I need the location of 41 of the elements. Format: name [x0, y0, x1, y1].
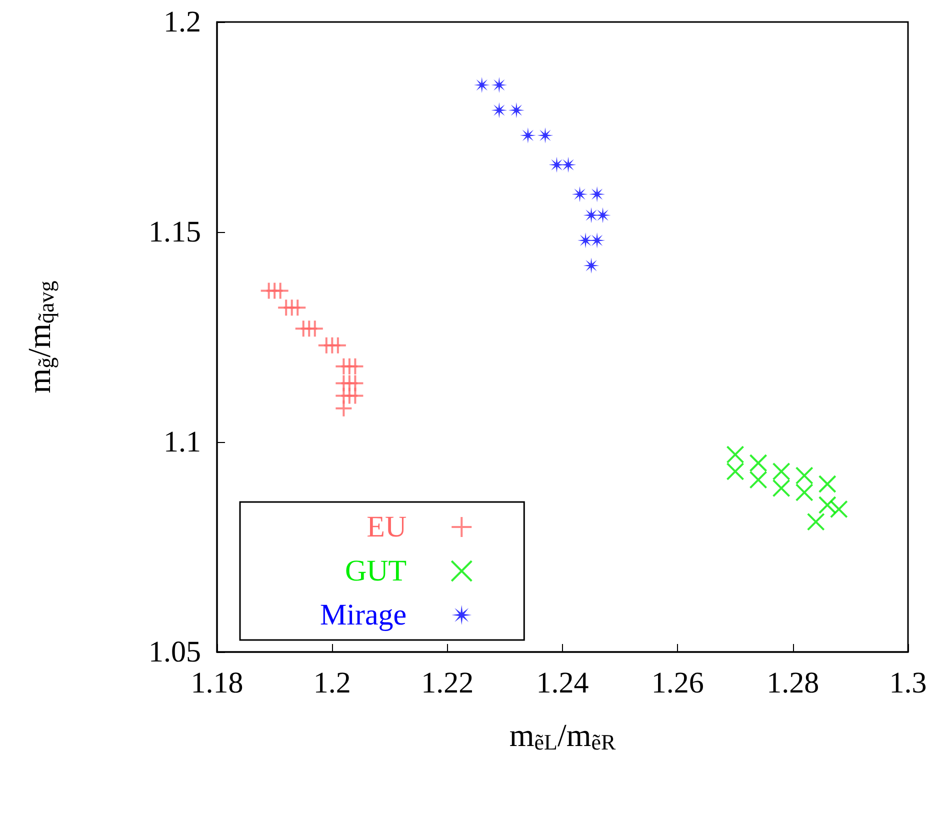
point — [572, 186, 588, 202]
x-tick-label: 1.28 — [766, 666, 820, 700]
point — [288, 298, 307, 317]
point — [583, 258, 600, 274]
point — [806, 512, 825, 531]
point — [589, 232, 606, 248]
point — [346, 357, 364, 376]
x-tick-label: 1.22 — [421, 666, 474, 700]
point — [583, 207, 600, 224]
x-tick-label: 1.24 — [536, 666, 589, 700]
point — [306, 320, 324, 338]
point — [594, 207, 611, 224]
y-tick-label: 1.2 — [164, 6, 201, 38]
point — [271, 282, 290, 300]
y-axis-title: mg̃/mq̃avg — [21, 280, 58, 394]
point — [328, 336, 347, 354]
point — [578, 232, 594, 248]
legend-label: GUT — [344, 554, 407, 588]
y-tick-label: 1.05 — [148, 636, 201, 668]
point — [508, 102, 524, 118]
point — [818, 475, 836, 493]
point — [537, 127, 554, 144]
point — [334, 399, 353, 418]
point — [491, 102, 508, 118]
y-tick-label: 1.15 — [148, 216, 201, 248]
x-tick-label: 1.26 — [651, 666, 704, 700]
legend-label: Mirage — [320, 598, 407, 632]
legend-label: EU — [366, 510, 407, 544]
point — [589, 186, 606, 202]
point — [474, 77, 490, 93]
point — [346, 386, 364, 405]
point — [818, 496, 836, 514]
x-tick-label: 1.18 — [190, 666, 244, 700]
x-tick-label: 1.2 — [313, 666, 351, 700]
point — [491, 77, 508, 93]
y-tick-label: 1.1 — [164, 426, 201, 458]
point — [830, 500, 848, 518]
point — [548, 156, 565, 173]
point — [560, 156, 576, 173]
x-tick-label: 1.3 — [889, 666, 927, 700]
point — [520, 127, 536, 144]
